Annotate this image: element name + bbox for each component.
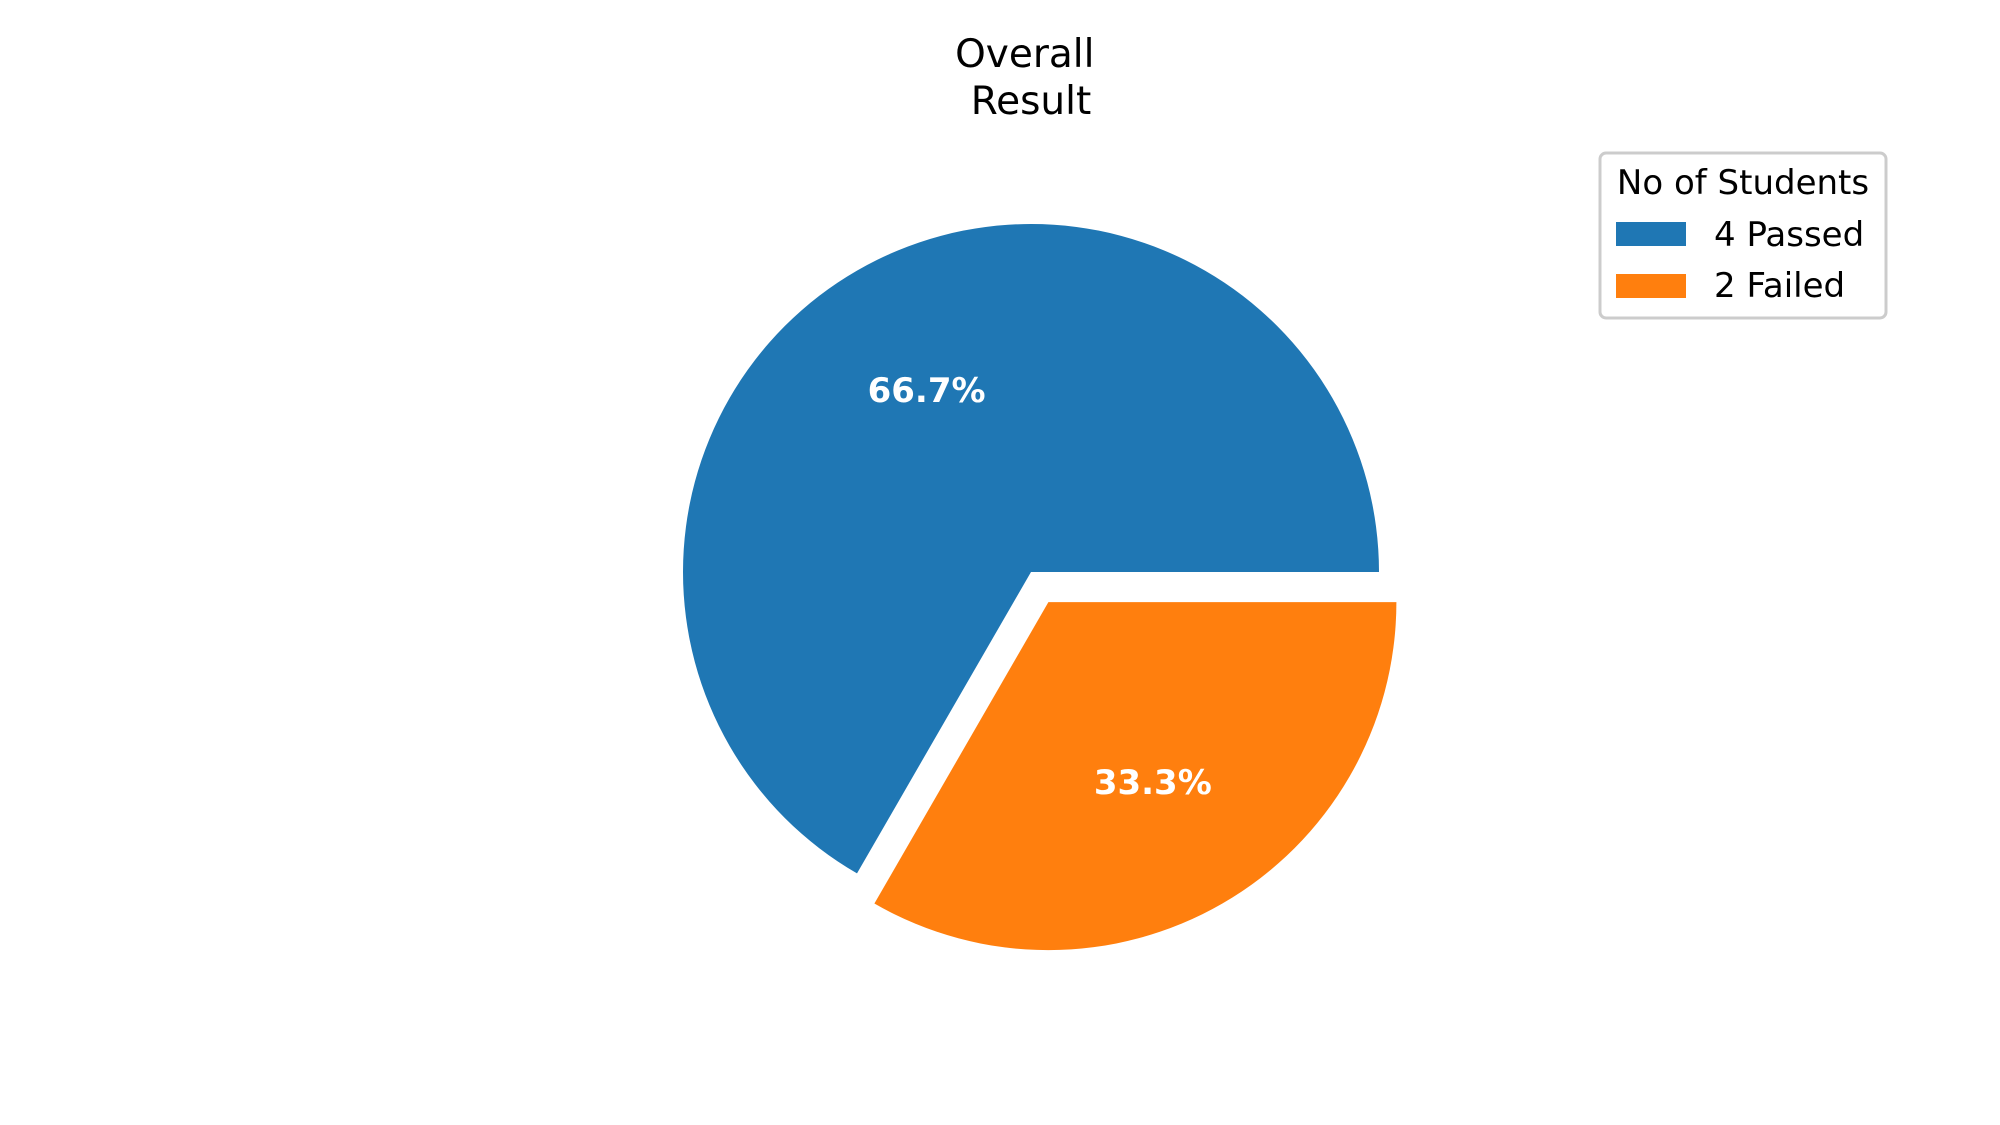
legend-label-failed: 2 Failed: [1714, 266, 1845, 306]
chart-title-line-2: Result: [971, 79, 1092, 124]
legend-title: No of Students: [1617, 163, 1869, 203]
legend: No of Students 4 Passed 2 Failed: [1598, 151, 1888, 320]
pie-slice-passed: [683, 224, 1379, 874]
chart-title-line-1: Overall: [955, 32, 1094, 77]
legend-label-passed: 4 Passed: [1714, 215, 1864, 255]
chart-title: Overall Result: [955, 32, 1107, 124]
slice-percent-label-failed: 33.3%: [1094, 763, 1212, 803]
slice-percent-label-passed: 66.7%: [868, 371, 986, 411]
pie-slice-failed: [874, 602, 1397, 951]
legend-swatch-passed: [1616, 222, 1686, 246]
legend-swatch-failed: [1616, 274, 1686, 298]
